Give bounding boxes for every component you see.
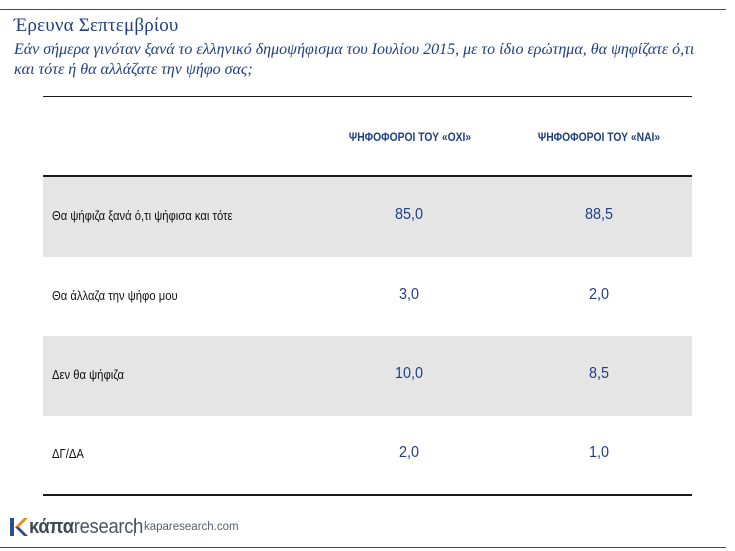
value-no-voters: 3,0 bbox=[398, 286, 420, 303]
logo-separator bbox=[134, 520, 135, 536]
footer-url: kaparesearch.com bbox=[144, 521, 239, 533]
value-yes-voters: 2,0 bbox=[588, 286, 610, 303]
top-rule bbox=[0, 9, 726, 10]
table-row: ΔΓ/ΔΑ 2,0 1,0 bbox=[43, 415, 692, 495]
survey-question: Εάν σήμερα γινόταν ξανά το ελληνικό δημο… bbox=[14, 41, 695, 78]
table-row: Θα ψήφιζα ξανά ό,τι ψήφισα και τότε 85,0… bbox=[43, 177, 692, 257]
table-row: Δεν θα ψήφιζα 10,0 8,5 bbox=[43, 336, 692, 416]
row-label: Δεν θα ψήφιζα bbox=[52, 368, 124, 382]
logo-wordmark-bold: κάπα bbox=[29, 516, 74, 538]
row-label: Θα ψήφιζα ξανά ό,τι ψήφισα και τότε bbox=[52, 209, 233, 223]
value-no-voters: 10,0 bbox=[394, 365, 424, 382]
logo-wordmark-light: research bbox=[73, 516, 144, 538]
column-header-yes-voters: ΨΗΦΟΦΟΡΟΙ ΤΟΥ «ΝΑΙ» bbox=[537, 130, 661, 144]
table-bottom-rule bbox=[43, 494, 692, 496]
table-header-rule bbox=[43, 175, 692, 177]
row-label: Θα άλλαζα την ψήφο μου bbox=[52, 289, 178, 303]
logo-wordmark: κάπαresearch bbox=[29, 516, 143, 539]
kapa-research-logo-icon bbox=[10, 518, 28, 536]
value-no-voters: 85,0 bbox=[394, 206, 424, 223]
value-no-voters: 2,0 bbox=[398, 444, 420, 461]
value-yes-voters: 1,0 bbox=[588, 444, 610, 461]
table-top-rule bbox=[43, 96, 692, 97]
row-label: ΔΓ/ΔΑ bbox=[52, 447, 84, 461]
column-header-no-voters: ΨΗΦΟΦΟΡΟΙ ΤΟΥ «ΟΧΙ» bbox=[348, 130, 472, 144]
table-row: Θα άλλαζα την ψήφο μου 3,0 2,0 bbox=[43, 257, 692, 337]
page-title: Έρευνα Σεπτεμβρίου bbox=[14, 15, 179, 36]
value-yes-voters: 8,5 bbox=[588, 365, 610, 382]
footer-rule bbox=[0, 547, 726, 548]
value-yes-voters: 88,5 bbox=[584, 206, 614, 223]
